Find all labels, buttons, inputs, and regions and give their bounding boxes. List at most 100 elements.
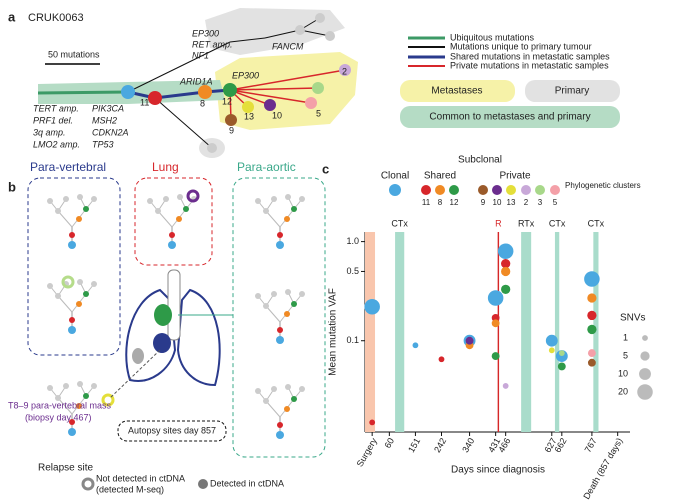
- legend-text: Ubiquitous mutations: [450, 32, 535, 42]
- legend-marker: [449, 185, 459, 195]
- legend-label: 8: [438, 198, 443, 207]
- point: [369, 419, 376, 426]
- primary-region: [205, 8, 345, 55]
- treatment-label: CTx: [588, 218, 605, 228]
- x-tick-label: 242: [432, 436, 448, 454]
- node-label: 5: [316, 108, 321, 118]
- site-label: Para-aortic: [237, 160, 296, 174]
- gene-label: PRF1 del.: [33, 115, 73, 125]
- point: [587, 324, 597, 335]
- gene-label: MSH2: [92, 115, 117, 125]
- point: [587, 293, 597, 303]
- gene-label: NF1: [192, 50, 209, 60]
- panel-label: c: [322, 161, 329, 176]
- legend-header: Subclonal: [458, 155, 502, 166]
- panel-label: b: [8, 179, 16, 194]
- gene-label: EP300: [232, 70, 259, 80]
- legend-marker: [535, 185, 545, 195]
- legend-marker: [478, 185, 488, 195]
- legend-box-text: Metastases: [431, 86, 482, 97]
- legend-header: Phylogenetic clusters: [565, 181, 641, 190]
- x-axis-title: Days since diagnosis: [451, 465, 545, 476]
- legend-text: Mutations unique to primary tumour: [450, 41, 592, 51]
- point: [491, 319, 500, 328]
- node-label: 11: [140, 97, 149, 107]
- size-legend-marker: [639, 368, 651, 380]
- autopsy-box: [117, 420, 227, 442]
- size-legend-marker: [640, 351, 650, 361]
- y-tick-label: 0.5: [346, 266, 359, 276]
- x-tick-label: 340: [460, 436, 476, 454]
- point: [584, 271, 600, 287]
- x-tick-label: 662: [552, 436, 568, 454]
- legend-header: Shared: [424, 171, 456, 182]
- relapse-label: Relapse site: [38, 463, 93, 474]
- point: [587, 349, 596, 358]
- point: [501, 266, 511, 277]
- legend-header: Private: [499, 171, 531, 182]
- x-tick-label: 151: [406, 436, 422, 454]
- size-legend-label: 10: [618, 368, 628, 378]
- legend-label: Clonal: [381, 171, 409, 182]
- x-tick-label: Surgery: [355, 436, 380, 469]
- legend-label: 3: [538, 198, 543, 207]
- legend-box-text: Primary: [555, 86, 589, 97]
- site-box: [232, 177, 326, 458]
- point: [587, 358, 596, 367]
- legend-box: [400, 80, 515, 102]
- treatment-band: [593, 232, 599, 432]
- legend-label: 5: [553, 198, 558, 207]
- point: [555, 350, 568, 363]
- x-tick-label: 60: [382, 436, 396, 450]
- point: [491, 352, 500, 361]
- point: [487, 290, 504, 306]
- legend-text: (detected M-seq): [96, 484, 164, 494]
- y-tick-label: 1.0: [346, 236, 359, 246]
- y-axis-title: Mean mutation VAF: [328, 288, 339, 376]
- title: CRUK0063: [28, 12, 84, 24]
- lung: [125, 288, 177, 382]
- size-legend-label: 5: [623, 350, 628, 360]
- legend-marker: [389, 184, 401, 196]
- node-label: 12: [222, 96, 232, 106]
- legend-marker: [492, 185, 502, 195]
- x-tick-label: 767: [583, 436, 599, 454]
- gene-label: ARID1A: [179, 76, 213, 86]
- legend-text: Detected in ctDNA: [210, 478, 284, 488]
- site-box: [134, 177, 213, 266]
- point: [465, 336, 474, 345]
- point: [491, 313, 500, 322]
- connector: [109, 349, 161, 399]
- legend-box-text: Common to metastases and primary: [429, 112, 590, 123]
- legend-marker: [550, 185, 560, 195]
- treatment-band: [395, 232, 405, 432]
- point: [545, 334, 558, 347]
- legend-marker: [435, 185, 445, 195]
- legend-marker: [198, 479, 208, 489]
- node-label: 8: [200, 98, 205, 108]
- treatment-label: CTx: [549, 218, 566, 228]
- point: [412, 342, 419, 349]
- panel-label: a: [8, 9, 16, 24]
- size-legend-marker: [642, 335, 648, 341]
- gene-label: PIK3CA: [92, 103, 124, 113]
- treatment-band: [365, 232, 376, 432]
- point: [501, 284, 511, 294]
- panel-c: c Subclonal Shared Private Phylogenetic …: [322, 155, 653, 500]
- size-legend-marker: [637, 384, 653, 400]
- point: [364, 299, 380, 315]
- treatment-band: [497, 232, 500, 432]
- node-label: 9: [229, 125, 234, 135]
- legend-marker: [506, 185, 516, 195]
- gene-label: FANCM: [272, 41, 304, 51]
- shared-branch: [127, 88, 231, 100]
- size-legend-label: 20: [618, 386, 628, 396]
- point: [557, 362, 566, 371]
- point: [558, 350, 565, 357]
- point: [548, 347, 555, 354]
- lesion: [132, 348, 144, 364]
- treatment-label: R: [495, 218, 502, 228]
- point: [438, 356, 445, 363]
- gene-label: TP53: [92, 139, 114, 149]
- gene-label: TERT amp.: [33, 103, 79, 113]
